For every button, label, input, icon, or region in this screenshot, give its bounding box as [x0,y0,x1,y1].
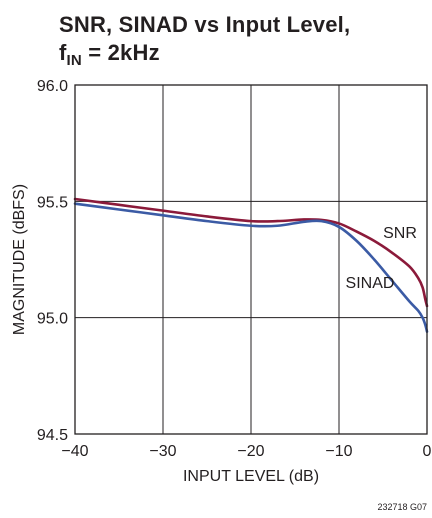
title-f-value: = 2kHz [81,40,160,65]
x-tick-labels: −40 −30 −20 −10 0 [61,443,431,460]
series-label-snr: SNR [383,225,417,242]
x-axis-label: INPUT LEVEL (dB) [183,468,319,485]
x-tick-label: −30 [149,443,176,460]
y-tick-labels: 94.5 95.0 95.5 96.0 [37,78,68,444]
series-labels: SNR SINAD [346,225,417,292]
series-lines [73,197,429,333]
series-label-sinad: SINAD [346,275,395,292]
y-axis-label: MAGNITUDE (dBFS) [11,184,28,335]
plot-frame [74,84,428,435]
y-tick-label: 95.0 [37,311,68,328]
x-tick-label: −40 [61,443,88,460]
y-tick-label: 96.0 [37,78,68,95]
title-f-subscript: IN [66,52,82,69]
title-f: f [59,40,67,65]
chart-title-line-2: fIN = 2kHz [59,40,160,69]
x-tick-label: 0 [423,443,432,460]
y-tick-label: 94.5 [37,427,68,444]
figure-id: 232718 G07 [377,502,427,512]
x-tick-label: −20 [237,443,264,460]
x-tick-label: −10 [325,443,352,460]
series-line-sinad [73,202,429,333]
chart-title-line-1: SNR, SINAD vs Input Level, [59,12,351,37]
y-tick-label: 95.5 [37,194,68,211]
series-line-snr [73,197,429,308]
